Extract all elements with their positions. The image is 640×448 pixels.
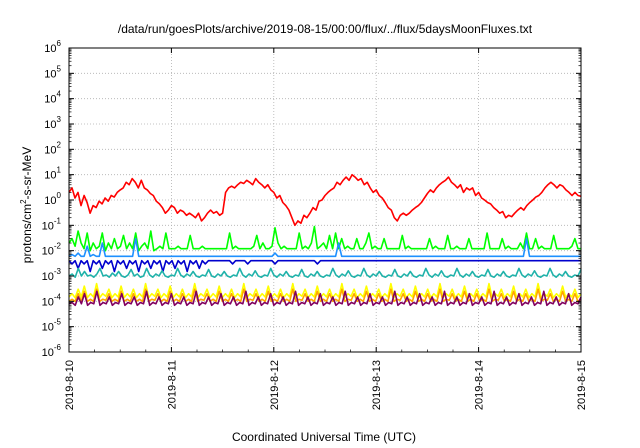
- y-axis-ticks: 10-610-510-410-310-210-11001011021031041…: [42, 39, 581, 359]
- y-tick-exponent: -2: [54, 242, 62, 251]
- y-tick-base: 10: [44, 43, 56, 55]
- series-line-7: [68, 290, 582, 307]
- series-line-5: [68, 282, 582, 299]
- y-tick-base: 10: [44, 195, 56, 207]
- x-axis-ticks: 2019-8-10 2019-8-11 2019-8-12 2019-8-13 2019…: [64, 48, 588, 410]
- y-tick-base: 10: [42, 347, 54, 359]
- y-tick-label: 102: [44, 140, 61, 156]
- y-tick-label: 10-1: [42, 216, 62, 232]
- y-tick-base: 10: [42, 220, 54, 232]
- x-tick-label: 2019-8-11: [166, 360, 178, 409]
- y-axis-label-main: protons/cm: [20, 204, 34, 263]
- y-tick-base: 10: [42, 246, 54, 258]
- y-tick-exponent: -3: [54, 267, 62, 276]
- y-tick-base: 10: [44, 144, 56, 156]
- series-line-0: [68, 173, 582, 227]
- x-tick-label: 2019-8-13: [371, 360, 383, 410]
- y-tick-base: 10: [44, 119, 56, 131]
- y-tick-label: 10-6: [42, 343, 62, 359]
- y-tick-base: 10: [42, 271, 54, 283]
- series-lines: [68, 173, 582, 307]
- y-tick-base: 10: [44, 94, 56, 106]
- y-tick-label: 10-2: [42, 242, 62, 258]
- y-tick-base: 10: [44, 68, 56, 80]
- x-tick-label: 2019-8-14: [474, 360, 486, 410]
- y-axis-label-sup: 2: [19, 199, 28, 204]
- y-tick-exponent: 6: [57, 39, 62, 48]
- x-tick-label: 2019-8-10: [64, 360, 76, 410]
- y-tick-exponent: -1: [54, 216, 62, 225]
- series-line-4: [68, 267, 582, 279]
- y-axis-label: protons/cm2-s-sr-MeV: [19, 147, 34, 263]
- y-tick-label: 10-5: [42, 318, 62, 334]
- series-line-1: [68, 225, 581, 252]
- y-tick-label: 100: [44, 191, 61, 207]
- y-tick-label: 103: [44, 115, 61, 131]
- y-tick-exponent: 3: [57, 115, 62, 124]
- x-axis-label: Coordinated Universal Time (UTC): [232, 430, 416, 444]
- y-tick-exponent: -6: [54, 343, 62, 352]
- y-tick-exponent: 4: [57, 90, 62, 99]
- y-tick-base: 10: [44, 170, 56, 182]
- grid: [69, 48, 581, 352]
- y-tick-label: 105: [44, 64, 61, 80]
- y-tick-exponent: 0: [57, 191, 62, 200]
- chart-title: /data/run/goesPlots/archive/2019-08-15/0…: [118, 22, 533, 36]
- y-tick-label: 10-3: [42, 267, 62, 283]
- y-tick-base: 10: [42, 322, 54, 334]
- y-tick-label: 106: [44, 39, 61, 55]
- series-line-2: [68, 237, 581, 258]
- y-tick-exponent: 5: [57, 64, 62, 73]
- series-line-3: [68, 259, 581, 273]
- y-tick-exponent: 1: [57, 166, 62, 175]
- y-tick-exponent: 2: [57, 140, 62, 149]
- y-tick-label: 101: [44, 166, 61, 182]
- y-tick-exponent: -5: [54, 318, 62, 327]
- y-axis-label-unit: -s-sr-MeV: [20, 147, 34, 200]
- x-tick-label: 2019-8-12: [269, 360, 281, 410]
- y-tick-base: 10: [42, 296, 54, 308]
- y-tick-exponent: -4: [54, 292, 62, 301]
- x-tick-label: 2019-8-15: [576, 360, 588, 410]
- y-tick-label: 104: [44, 90, 61, 106]
- y-tick-label: 10-4: [42, 292, 62, 308]
